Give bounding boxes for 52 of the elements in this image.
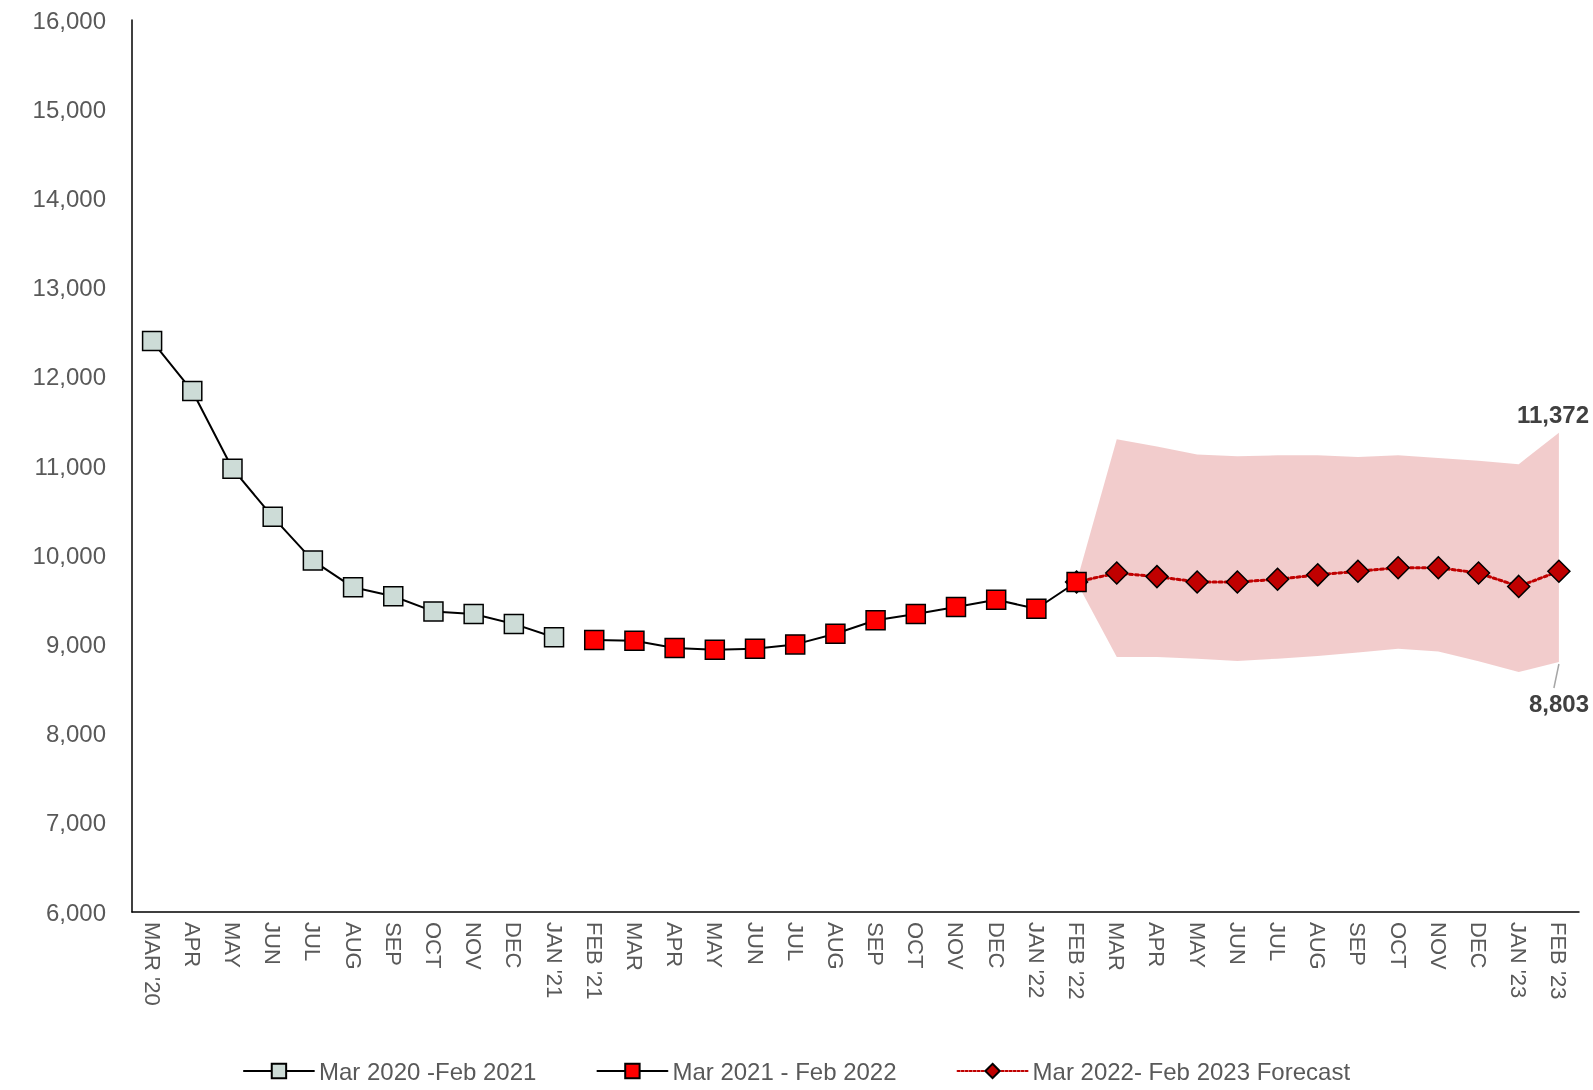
x-tick-label: NOV bbox=[1425, 922, 1451, 970]
y-tick-label: 12,000 bbox=[32, 363, 106, 391]
x-tick-label: JUL bbox=[1265, 922, 1291, 962]
y-tick-label: 11,000 bbox=[34, 452, 106, 480]
legend-label: Mar 2020 -Feb 2021 bbox=[318, 1057, 537, 1085]
x-tick-label: MAR '20 bbox=[139, 922, 165, 1006]
y-tick-label: 16,000 bbox=[32, 6, 106, 34]
x-tick-label: MAY bbox=[1184, 922, 1210, 969]
y-tick-label: 8,000 bbox=[45, 720, 106, 748]
y-tick-label: 15,000 bbox=[32, 95, 106, 123]
x-tick-label: NOV bbox=[943, 922, 969, 970]
x-tick-label: DEC bbox=[501, 922, 527, 969]
x-tick-label: APR bbox=[1144, 922, 1170, 968]
y-tick-label: 7,000 bbox=[45, 809, 106, 837]
y-tick-label: 13,000 bbox=[32, 274, 106, 302]
x-tick-label: JAN '23 bbox=[1506, 922, 1532, 999]
x-tick-label: MAY bbox=[219, 922, 245, 969]
y-tick-label: 6,000 bbox=[45, 898, 106, 926]
x-tick-label: AUG bbox=[822, 922, 848, 970]
x-tick-label: OCT bbox=[420, 922, 446, 969]
x-tick-label: JUN bbox=[260, 922, 286, 965]
x-tick-label: SEP bbox=[1345, 922, 1371, 967]
annotation: 11,372 bbox=[1516, 401, 1590, 429]
y-tick-label: 10,000 bbox=[32, 541, 106, 569]
x-tick-label: FEB '22 bbox=[1064, 922, 1090, 1000]
x-tick-label: FEB '23 bbox=[1546, 922, 1572, 1000]
legend-label: Mar 2022- Feb 2023 Forecast bbox=[1032, 1057, 1351, 1085]
x-tick-label: AUG bbox=[1305, 922, 1331, 970]
x-tick-label: MAR bbox=[621, 922, 647, 971]
x-tick-label: APR bbox=[662, 922, 688, 968]
y-tick-label: 14,000 bbox=[32, 184, 106, 212]
x-tick-label: SEP bbox=[863, 922, 889, 967]
x-tick-label: OCT bbox=[903, 922, 929, 969]
x-tick-label: SEP bbox=[380, 922, 406, 967]
x-tick-label: MAR bbox=[1104, 922, 1130, 971]
x-tick-label: JAN '21 bbox=[541, 922, 567, 999]
legend-label: Mar 2021 - Feb 2022 bbox=[672, 1057, 897, 1085]
y-tick-label: 9,000 bbox=[45, 630, 106, 658]
x-tick-label: OCT bbox=[1385, 922, 1411, 969]
x-tick-label: APR bbox=[179, 922, 205, 968]
x-tick-label: DEC bbox=[983, 922, 1009, 969]
x-tick-label: NOV bbox=[461, 922, 487, 970]
x-tick-label: JUN bbox=[1224, 922, 1250, 965]
x-tick-label: DEC bbox=[1466, 922, 1492, 969]
annotation: 8,803 bbox=[1528, 690, 1589, 718]
x-tick-label: FEB '21 bbox=[581, 922, 607, 1000]
x-tick-label: JAN '22 bbox=[1023, 922, 1049, 999]
x-tick-label: MAY bbox=[702, 922, 728, 969]
x-tick-label: JUN bbox=[742, 922, 768, 965]
x-tick-label: JUL bbox=[782, 922, 808, 962]
x-tick-label: AUG bbox=[340, 922, 366, 970]
x-tick-label: JUL bbox=[300, 922, 326, 962]
